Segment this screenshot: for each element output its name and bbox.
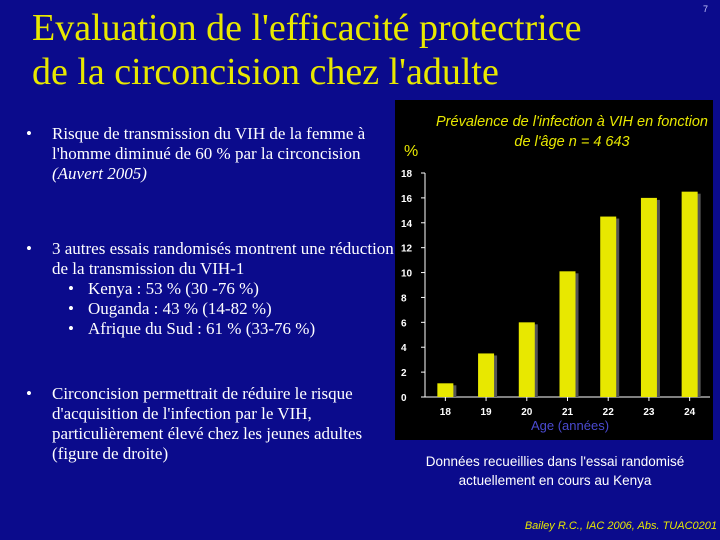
- data-bar: [640, 197, 657, 397]
- data-bar: [437, 383, 454, 397]
- bullet-item: • 3 autres essais randomisés montrent un…: [26, 239, 398, 339]
- data-bar: [600, 216, 617, 397]
- bullet-dot: •: [26, 239, 32, 258]
- y-tick-label: 16: [401, 194, 413, 205]
- x-tick-label: 21: [562, 407, 574, 418]
- sub-bullet-dot: •: [68, 299, 74, 318]
- bullet-item: • Circoncision permettrait de réduire le…: [26, 384, 398, 464]
- slide-title: Evaluation de l'efficacité protectrice d…: [32, 6, 692, 94]
- data-bar: [478, 353, 495, 397]
- slide-title-line-1: Evaluation de l'efficacité protectrice: [32, 7, 582, 49]
- sub-bullet-item: • Kenya : 53 % (30 -76 %): [52, 279, 398, 299]
- bullet-text: Risque de transmission du VIH de la femm…: [52, 124, 366, 163]
- y-tick-label: 18: [401, 169, 413, 180]
- sub-bullet-text: Ouganda : 43 % (14-82 %): [88, 299, 272, 318]
- sub-bullet-item: • Afrique du Sud : 61 % (33-76 %): [52, 319, 398, 339]
- chart-caption: Données recueillies dans l'essai randomi…: [425, 454, 685, 488]
- chart-title: Prévalence de l'infection à VIH en fonct…: [436, 114, 708, 150]
- sub-bullet-dot: •: [68, 319, 74, 338]
- slide-number: 7: [703, 4, 709, 14]
- bullet-item: • Risque de transmission du VIH de la fe…: [26, 124, 398, 184]
- source-citation: Bailey R.C., IAC 2006, Abs. TUAC0201: [524, 520, 717, 532]
- x-tick-label: 18: [440, 407, 452, 418]
- bullet-citation: (Auvert 2005): [52, 164, 147, 183]
- slide-title-line-2: de la circoncision chez l'adulte: [32, 51, 499, 93]
- data-bar: [681, 191, 698, 397]
- chart-x-axis-label: Age (années): [530, 418, 610, 433]
- y-tick-label: 14: [401, 219, 413, 230]
- y-tick-label: 2: [401, 368, 407, 379]
- sub-bullet-text: Kenya : 53 % (30 -76 %): [88, 279, 259, 298]
- chart-y-axis-label: %: [404, 143, 419, 160]
- y-tick-label: 4: [401, 343, 407, 354]
- y-tick-label: 6: [401, 318, 407, 329]
- x-tick-label: 22: [603, 407, 615, 418]
- sub-bullet-text: Afrique du Sud : 61 % (33-76 %): [88, 319, 316, 338]
- bullet-dot: •: [26, 124, 32, 143]
- x-tick-label: 19: [481, 407, 493, 418]
- y-tick-label: 10: [401, 269, 413, 280]
- y-tick-label: 8: [401, 293, 407, 304]
- bullet-dot: •: [26, 384, 32, 403]
- x-tick-label: 23: [643, 407, 655, 418]
- bullet-text: 3 autres essais randomisés montrent une …: [52, 239, 394, 278]
- sub-bullet-dot: •: [68, 279, 74, 298]
- x-tick-label: 24: [684, 407, 696, 418]
- bullet-text: Circoncision permettrait de réduire le r…: [52, 384, 363, 463]
- data-bar: [559, 271, 576, 397]
- y-tick-label: 12: [401, 244, 413, 255]
- chart-panel: Prévalence de l'infection à VIH en fonct…: [395, 100, 713, 440]
- sub-bullet-item: • Ouganda : 43 % (14-82 %): [52, 299, 398, 319]
- x-tick-label: 20: [521, 407, 533, 418]
- y-tick-label: 0: [401, 393, 407, 404]
- data-bar: [518, 322, 535, 397]
